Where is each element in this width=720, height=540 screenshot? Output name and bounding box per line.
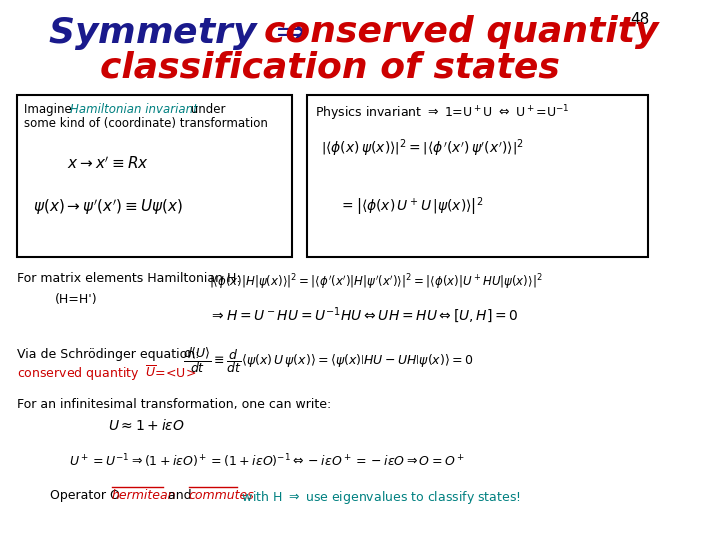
Text: 48: 48 — [630, 12, 649, 27]
Text: (H=H'): (H=H') — [55, 293, 98, 306]
Text: under: under — [187, 103, 225, 116]
Text: $\left|\langle\phi(x)|H|\psi(x)\rangle\right|^2 = \left|\langle\phi'(x')|H|\psi': $\left|\langle\phi(x)|H|\psi(x)\rangle\r… — [209, 272, 543, 292]
Text: $x \rightarrow x' \equiv Rx$: $x \rightarrow x' \equiv Rx$ — [67, 155, 149, 172]
Text: conserved quantity: conserved quantity — [264, 15, 659, 49]
Text: Operator O: Operator O — [50, 489, 125, 502]
Text: $= \left|\langle\phi(x)\,U^+U\,|\psi(x)\rangle\right|^2$: $= \left|\langle\phi(x)\,U^+U\,|\psi(x)\… — [339, 195, 484, 218]
FancyBboxPatch shape — [307, 95, 649, 257]
FancyBboxPatch shape — [17, 95, 292, 257]
Text: $\left|\langle\phi(x)\,\psi(x)\rangle\right|^2 = \left|\langle\phi'(x')\,\psi'(x: $\left|\langle\phi(x)\,\psi(x)\rangle\ri… — [321, 137, 524, 159]
Text: and: and — [164, 489, 196, 502]
Text: $\Rightarrow H=U^-HU=U^{-1}HU \Leftrightarrow UH=HU \Leftrightarrow [U,H]=0$: $\Rightarrow H=U^-HU=U^{-1}HU \Leftright… — [209, 305, 518, 325]
Text: some kind of (coordinate) transformation: some kind of (coordinate) transformation — [24, 117, 268, 130]
Text: $\psi(x) \rightarrow \psi'(x') \equiv U\psi(x)$: $\psi(x) \rightarrow \psi'(x') \equiv U\… — [33, 197, 184, 217]
Text: Via de Schrödinger equation:: Via de Schrödinger equation: — [17, 348, 199, 361]
Text: $U \approx 1 + i\varepsilon O$: $U \approx 1 + i\varepsilon O$ — [108, 418, 185, 433]
Text: For matrix elements Hamiltonian H:: For matrix elements Hamiltonian H: — [17, 272, 240, 285]
Text: with H $\Rightarrow$ use eigenvalues to classify states!: with H $\Rightarrow$ use eigenvalues to … — [238, 489, 520, 506]
Text: $\dfrac{d\langle U\rangle}{dt} \equiv \dfrac{d}{dt}\langle\psi(x)\,U\,\psi(x)\ra: $\dfrac{d\langle U\rangle}{dt} \equiv \d… — [184, 345, 474, 375]
Text: $U^+ = U^{-1} \Rightarrow (1+i\varepsilon O)^+ = (1+i\varepsilon O)^{-1} \Leftri: $U^+ = U^{-1} \Rightarrow (1+i\varepsilo… — [69, 452, 464, 470]
Text: Physics invariant $\Rightarrow$ 1=U$^+$U $\Leftrightarrow$ U$^+$=U$^{-1}$: Physics invariant $\Rightarrow$ 1=U$^+$U… — [315, 103, 569, 123]
Text: conserved quantity  $\overline{U}$=<U>: conserved quantity $\overline{U}$=<U> — [17, 364, 196, 383]
Text: commutes: commutes — [189, 489, 255, 502]
Text: For an infinitesimal transformation, one can write:: For an infinitesimal transformation, one… — [17, 398, 330, 411]
Text: Hamiltonian invariant: Hamiltonian invariant — [70, 103, 197, 116]
Text: hermitean: hermitean — [112, 489, 176, 502]
Text: classification of states: classification of states — [100, 50, 560, 84]
Text: Symmetry $\Rightarrow$: Symmetry $\Rightarrow$ — [48, 15, 306, 52]
Text: Imagine: Imagine — [24, 103, 76, 116]
